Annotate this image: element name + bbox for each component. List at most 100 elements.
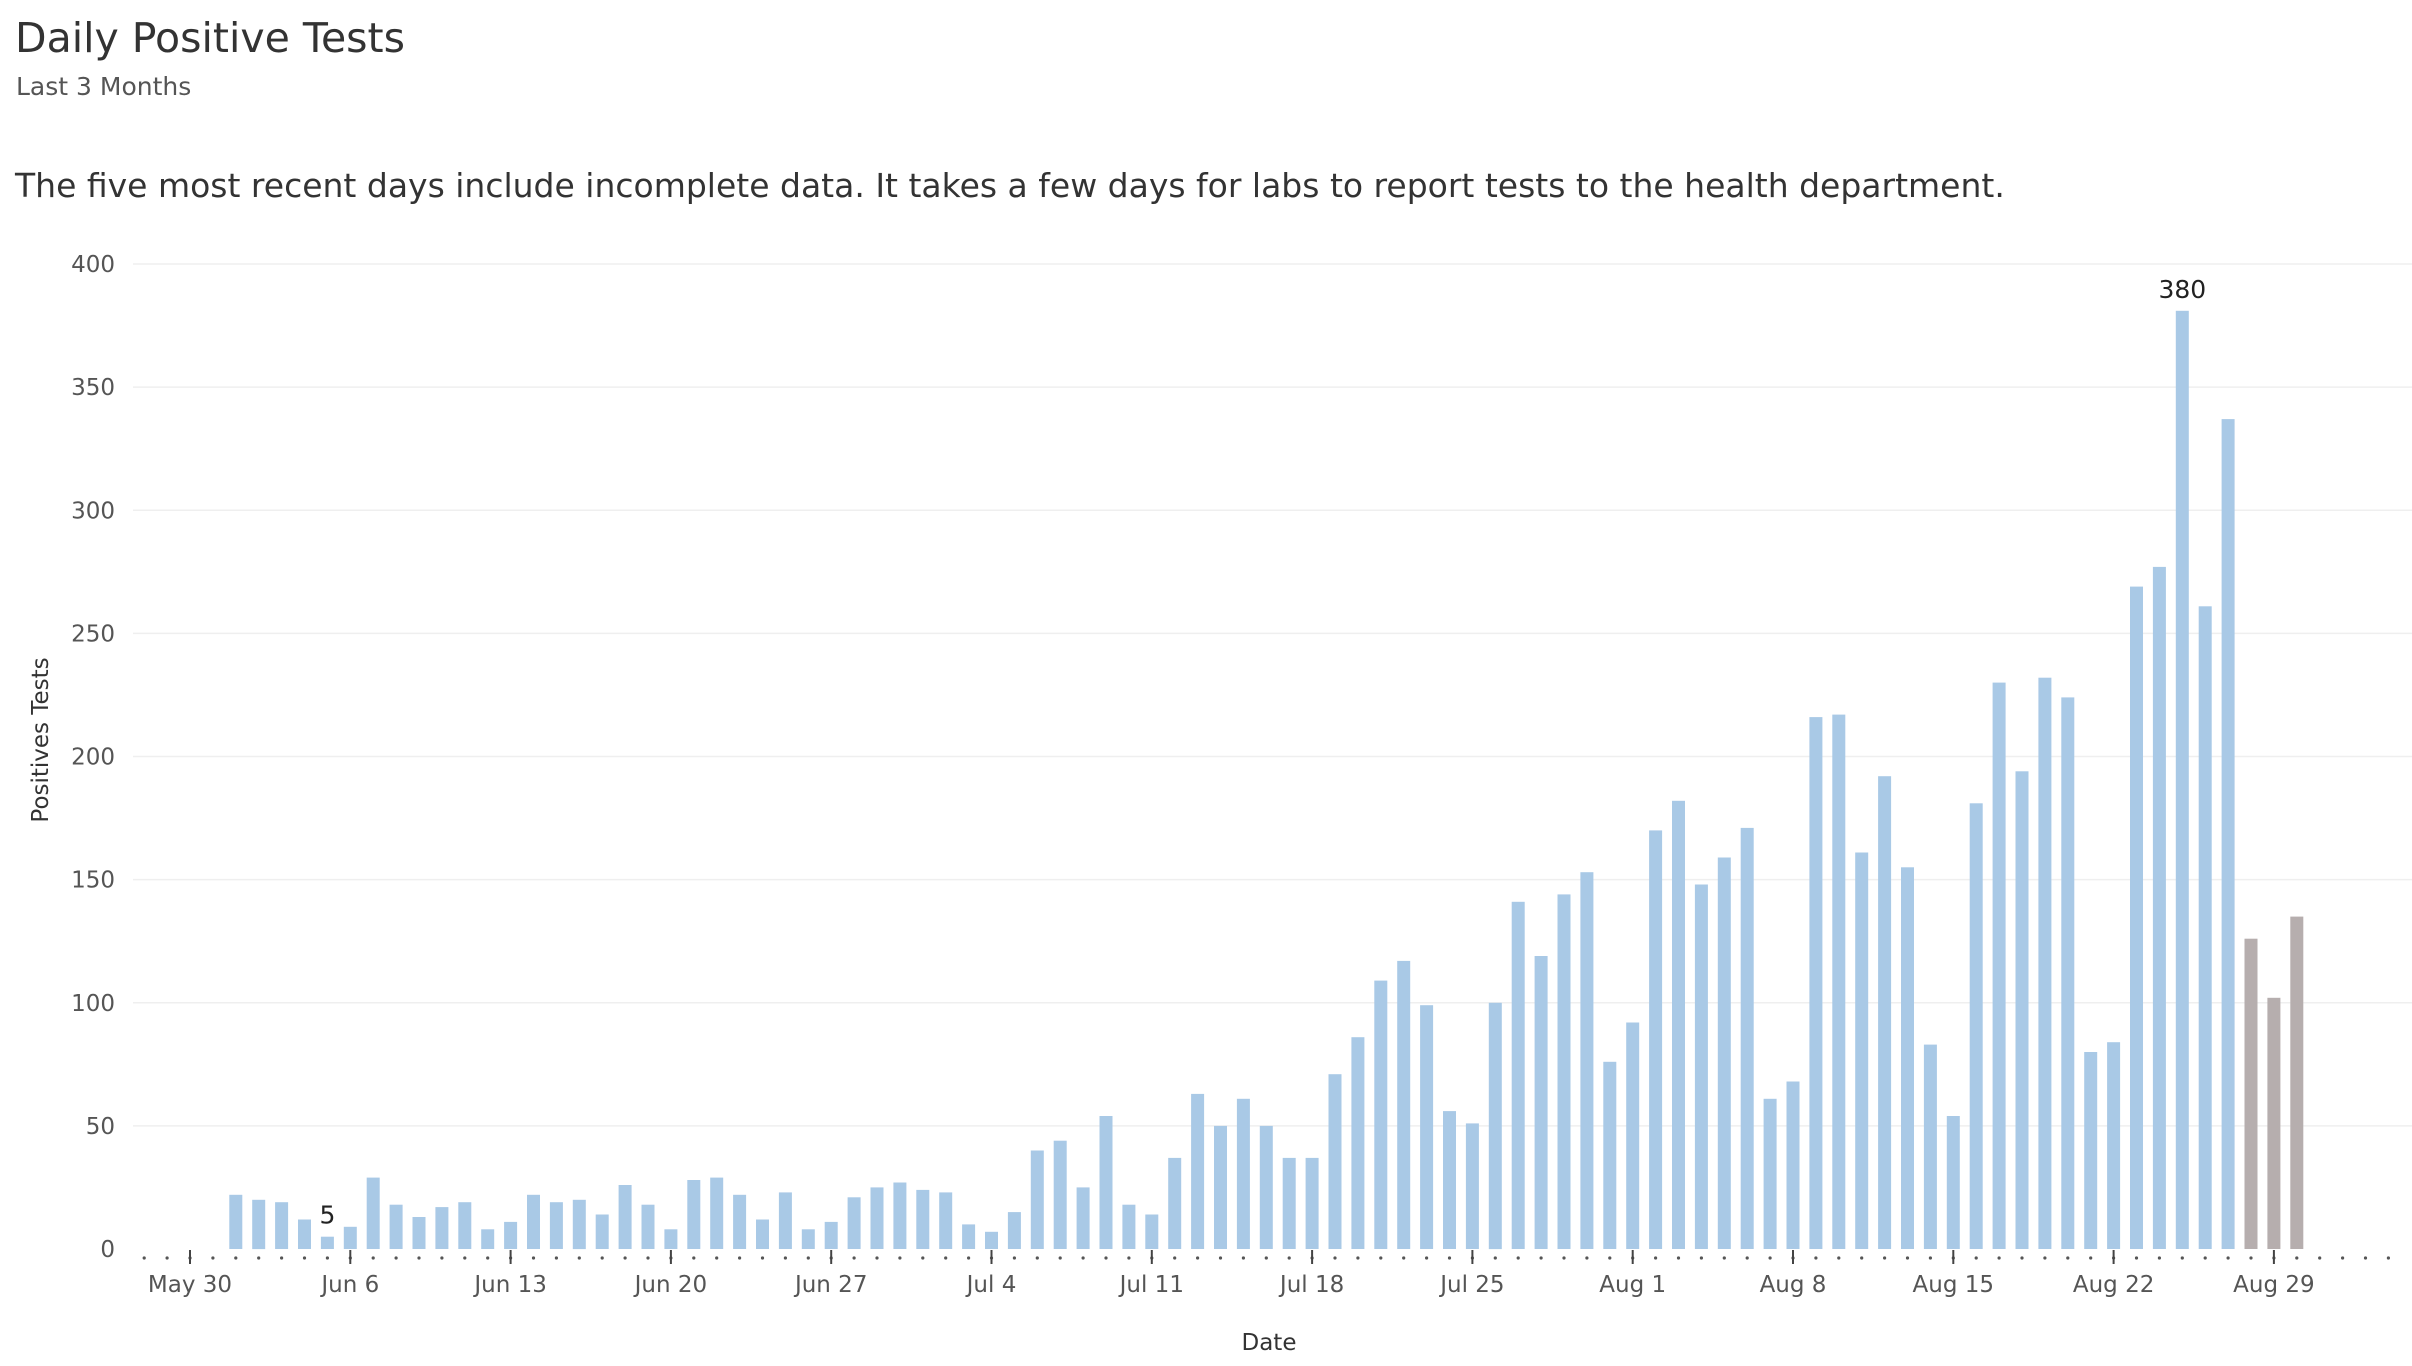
x-axis-day-tick [1402, 1256, 1406, 1260]
bar [1580, 872, 1594, 1249]
x-axis-day-tick [1218, 1256, 1223, 1260]
x-axis-day-tick [2249, 1256, 2253, 1260]
x-axis-day-tick [1676, 1256, 1681, 1260]
x-axis-day-tick [2203, 1256, 2207, 1260]
bar [985, 1231, 998, 1249]
x-axis-day-tick [1562, 1256, 1566, 1260]
bar [1374, 980, 1388, 1249]
bar [1443, 1111, 1456, 1249]
bar [366, 1177, 380, 1249]
x-axis-day-tick [898, 1256, 902, 1260]
gridlines [133, 263, 2412, 1127]
x-axis-day-tick [1883, 1256, 1887, 1260]
x-axis-day-tick [531, 1256, 536, 1260]
x-axis-day-tick [1608, 1256, 1612, 1260]
bar [939, 1192, 953, 1249]
x-axis-day-tick [1928, 1256, 1932, 1260]
x-axis-day-tick [1654, 1256, 1658, 1260]
x-axis-day-tick [760, 1256, 765, 1260]
x-tick-label: Aug 8 [1760, 1272, 1827, 1298]
bar [458, 1202, 472, 1249]
bar [2084, 1052, 2098, 1249]
y-tick-label: 50 [86, 1114, 115, 1140]
x-axis-day-tick [2180, 1256, 2184, 1260]
x-axis-day-tick [1905, 1256, 1910, 1260]
x-axis-day-tick [280, 1256, 284, 1260]
x-axis-day-tick [394, 1256, 398, 1260]
x-axis-day-tick [1127, 1256, 1131, 1260]
x-axis-day-tick [302, 1256, 307, 1260]
data-label: 5 [319, 1201, 335, 1230]
bar [252, 1199, 266, 1250]
x-axis-day-tick [1516, 1256, 1520, 1260]
bar [1236, 1098, 1250, 1249]
chart-note: The five most recent days include incomp… [15, 166, 2005, 205]
bar [1809, 717, 1823, 1249]
x-axis-day-tick [554, 1256, 559, 1260]
x-axis-day-tick [325, 1256, 329, 1260]
bar [847, 1197, 861, 1249]
bar [1259, 1125, 1273, 1249]
x-axis-day-tick [1196, 1256, 1200, 1260]
bar [1672, 800, 1685, 1249]
x-axis-day-tick [2157, 1256, 2161, 1260]
x-axis-day-tick [2043, 1256, 2047, 1260]
y-tick-label: 400 [71, 252, 115, 278]
x-axis-day-tick [1745, 1256, 1749, 1260]
bar [1420, 1005, 1434, 1249]
y-axis-title: Positives Tests [28, 657, 54, 822]
bar [801, 1229, 815, 1249]
bar [916, 1189, 930, 1249]
bar [504, 1221, 518, 1249]
x-axis-day-tick [2341, 1256, 2345, 1260]
bar [595, 1214, 609, 1249]
bar [1076, 1187, 1090, 1249]
x-axis-day-tick [1356, 1256, 1360, 1260]
bar [389, 1204, 403, 1249]
bar [733, 1194, 747, 1249]
bar [435, 1207, 449, 1249]
chart-subtitle: Last 3 Months [16, 72, 192, 101]
bar [1214, 1125, 1227, 1249]
x-tick-label: Jun 6 [319, 1272, 379, 1298]
x-axis-day-tick [1012, 1256, 1017, 1260]
bar-incomplete [2267, 997, 2281, 1249]
bars [229, 310, 2304, 1250]
x-axis-day-tick [371, 1256, 375, 1260]
bar [1534, 956, 1548, 1249]
bar [1122, 1204, 1136, 1249]
x-axis-day-tick [1379, 1256, 1383, 1260]
x-axis-day-tick [646, 1256, 650, 1260]
x-tick-label: Aug 22 [2073, 1272, 2155, 1298]
x-axis-day-tick [1585, 1256, 1589, 1260]
x-axis-day-tick [577, 1256, 581, 1260]
bar [2130, 586, 2143, 1249]
x-axis-day-tick [1699, 1256, 1703, 1260]
bar [1191, 1093, 1205, 1249]
bar [1946, 1116, 1960, 1249]
data-label: 380 [2158, 275, 2206, 304]
bar [1992, 682, 2006, 1249]
y-tick-label: 250 [71, 621, 115, 647]
bar [2221, 419, 2235, 1250]
bar [1901, 867, 1914, 1249]
bar [1282, 1157, 1296, 1249]
x-tick-label: Jul 4 [965, 1272, 1017, 1298]
x-axis-day-tick [921, 1256, 925, 1260]
bar [2198, 606, 2212, 1249]
bar [1305, 1157, 1319, 1249]
bar [1717, 857, 1731, 1249]
x-axis-day-tick [944, 1256, 948, 1260]
x-axis-day-tick [417, 1256, 421, 1260]
bar [298, 1219, 311, 1249]
bar [2038, 677, 2052, 1249]
x-tick-label: Jul 11 [1118, 1272, 1184, 1298]
bar [1488, 1002, 1502, 1250]
chart-title: Daily Positive Tests [15, 14, 405, 62]
y-axis-ticks: 0 50 100 150 200 250 300 350 400 [71, 252, 115, 1263]
bar [1740, 827, 1754, 1249]
bar [275, 1202, 289, 1249]
x-axis-day-tick [440, 1256, 444, 1260]
bar [1786, 1081, 1800, 1249]
x-axis-title: Date [1242, 1330, 1297, 1356]
